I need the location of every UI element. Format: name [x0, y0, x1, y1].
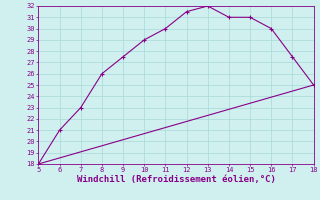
- X-axis label: Windchill (Refroidissement éolien,°C): Windchill (Refroidissement éolien,°C): [76, 175, 276, 184]
